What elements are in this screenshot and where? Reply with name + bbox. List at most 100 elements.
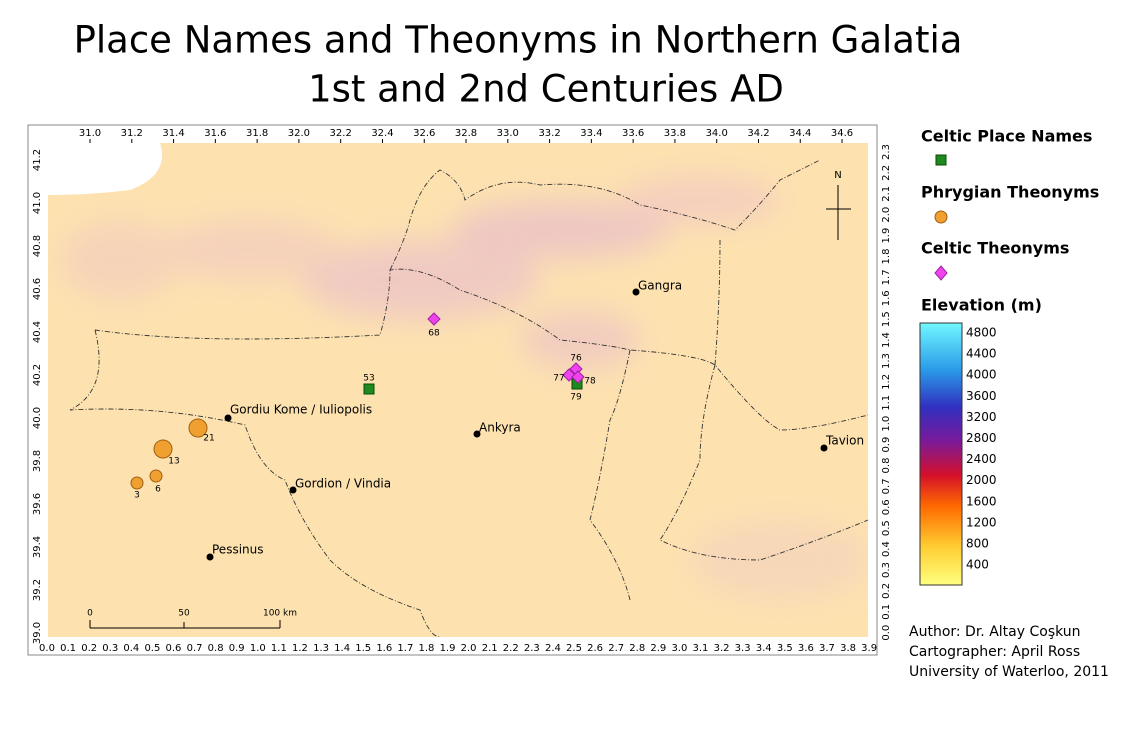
city-dot [473, 430, 481, 438]
borders [69, 159, 868, 637]
left-tick-label: 40.2 [32, 364, 43, 386]
legend-label: Celtic Place Names [921, 127, 1092, 146]
right-tick-label: 2.0 [881, 207, 892, 223]
bottom-tick-label: 1.3 [313, 643, 329, 654]
top-tick-label: 34.6 [831, 128, 853, 139]
marker-label: 6 [155, 485, 161, 495]
elevation-label: 3600 [966, 389, 997, 403]
right-tick-label: 0.9 [881, 437, 892, 453]
celtic-theonym-marker [562, 368, 576, 382]
legend-label: Phrygian Theonyms [921, 183, 1099, 202]
bottom-tick-label: 2.9 [650, 643, 666, 654]
scale-bar [89, 620, 281, 629]
legend-label: Elevation (m) [921, 296, 1042, 315]
top-tick-label: 31.0 [79, 128, 101, 139]
elevation-label: 2800 [966, 431, 997, 445]
top-tick-label: 32.6 [413, 128, 435, 139]
top-tick-label: 33.0 [497, 128, 519, 139]
top-tick-label: 34.2 [747, 128, 769, 139]
marker-label: 68 [428, 329, 440, 339]
bottom-tick-label: 1.1 [271, 643, 287, 654]
phrygian-theonym-marker [149, 469, 163, 483]
left-tick-label: 40.4 [32, 321, 43, 343]
left-tick-label: 39.4 [32, 536, 43, 558]
top-tick-label: 32.8 [455, 128, 477, 139]
marker-label: 3 [134, 491, 140, 501]
bottom-tick-label: 3.8 [840, 643, 856, 654]
right-tick-label: 1.3 [881, 353, 892, 369]
right-tick-label: 0.0 [881, 625, 892, 641]
bottom-tick-label: 2.1 [482, 643, 498, 654]
marker-label: 79 [570, 393, 582, 403]
bottom-tick-label: 1.0 [250, 643, 266, 654]
right-tick-label: 1.9 [881, 228, 892, 244]
city-dot [289, 486, 297, 494]
city-label: Gordion / Vindia [295, 477, 391, 491]
bottom-tick-label: 0.7 [187, 643, 203, 654]
legend-diamond [934, 265, 948, 281]
right-tick-label: 0.4 [881, 541, 892, 557]
bottom-tick-label: 1.8 [418, 643, 434, 654]
bottom-tick-label: 2.7 [608, 643, 624, 654]
bottom-tick-label: 3.5 [777, 643, 793, 654]
right-tick-label: 1.8 [881, 249, 892, 265]
bottom-tick-label: 2.3 [524, 643, 540, 654]
bottom-tick-label: 0.8 [208, 643, 224, 654]
right-tick-label: 0.7 [881, 478, 892, 494]
north-arrow [826, 185, 851, 240]
city-label: Tavion [825, 434, 864, 448]
top-tick-label: 31.6 [204, 128, 226, 139]
phrygian-theonym-marker [153, 439, 173, 459]
top-tick-label: 33.4 [580, 128, 602, 139]
bottom-tick-label: 3.9 [861, 643, 877, 654]
sea [48, 143, 162, 195]
left-tick-label: 39.0 [32, 622, 43, 644]
bottom-tick-label: 2.6 [587, 643, 603, 654]
right-tick-label: 2.3 [881, 144, 892, 160]
bottom-tick-label: 1.2 [292, 643, 308, 654]
left-tick-label: 40.6 [32, 278, 43, 300]
right-tick-label: 0.3 [881, 562, 892, 578]
city-label: Gangra [638, 279, 682, 293]
elevation-label: 1200 [966, 515, 997, 529]
bottom-tick-label: 1.5 [355, 643, 371, 654]
top-tick-label: 31.2 [121, 128, 143, 139]
bottom-tick-label: 2.5 [566, 643, 582, 654]
bottom-tick-label: 0.6 [166, 643, 182, 654]
elevation-label: 4000 [966, 368, 997, 382]
subtitle: 1st and 2nd Centuries AD [308, 68, 784, 111]
bottom-tick-label: 0.9 [229, 643, 245, 654]
scale-label: 0 [87, 609, 93, 619]
legend-label: Celtic Theonyms [921, 239, 1069, 258]
left-tick-label: 41.2 [32, 149, 43, 171]
elevation-label: 4400 [966, 347, 997, 361]
bottom-tick-label: 2.2 [503, 643, 519, 654]
bottom-tick-label: 2.0 [461, 643, 477, 654]
bottom-tick-label: 0.4 [123, 643, 139, 654]
city-label: Gordiu Kome / Iuliopolis [230, 403, 372, 417]
bottom-tick-label: 3.7 [819, 643, 835, 654]
top-tick-label: 33.6 [622, 128, 644, 139]
bottom-tick-label: 3.0 [671, 643, 687, 654]
top-tick-label: 32.4 [371, 128, 393, 139]
bottom-tick-label: 3.3 [735, 643, 751, 654]
bottom-tick-label: 1.9 [440, 643, 456, 654]
city-label: Ankyra [479, 421, 521, 435]
phrygian-theonym-marker [188, 418, 208, 438]
left-tick-label: 39.8 [32, 450, 43, 472]
bottom-tick-label: 1.6 [376, 643, 392, 654]
celtic-theonym-marker [427, 312, 441, 326]
top-tick-label: 33.8 [664, 128, 686, 139]
left-tick-label: 40.0 [32, 407, 43, 429]
top-tick-label: 34.0 [706, 128, 728, 139]
top-tick-label: 34.4 [789, 128, 811, 139]
bottom-tick-label: 0.0 [39, 643, 55, 654]
bottom-tick-label: 0.2 [81, 643, 97, 654]
right-tick-label: 1.2 [881, 374, 892, 390]
elevation-label: 3200 [966, 410, 997, 424]
city-dot [632, 288, 640, 296]
bottom-tick-label: 0.1 [60, 643, 76, 654]
elevation-label: 2400 [966, 452, 997, 466]
bottom-tick-label: 1.4 [334, 643, 350, 654]
